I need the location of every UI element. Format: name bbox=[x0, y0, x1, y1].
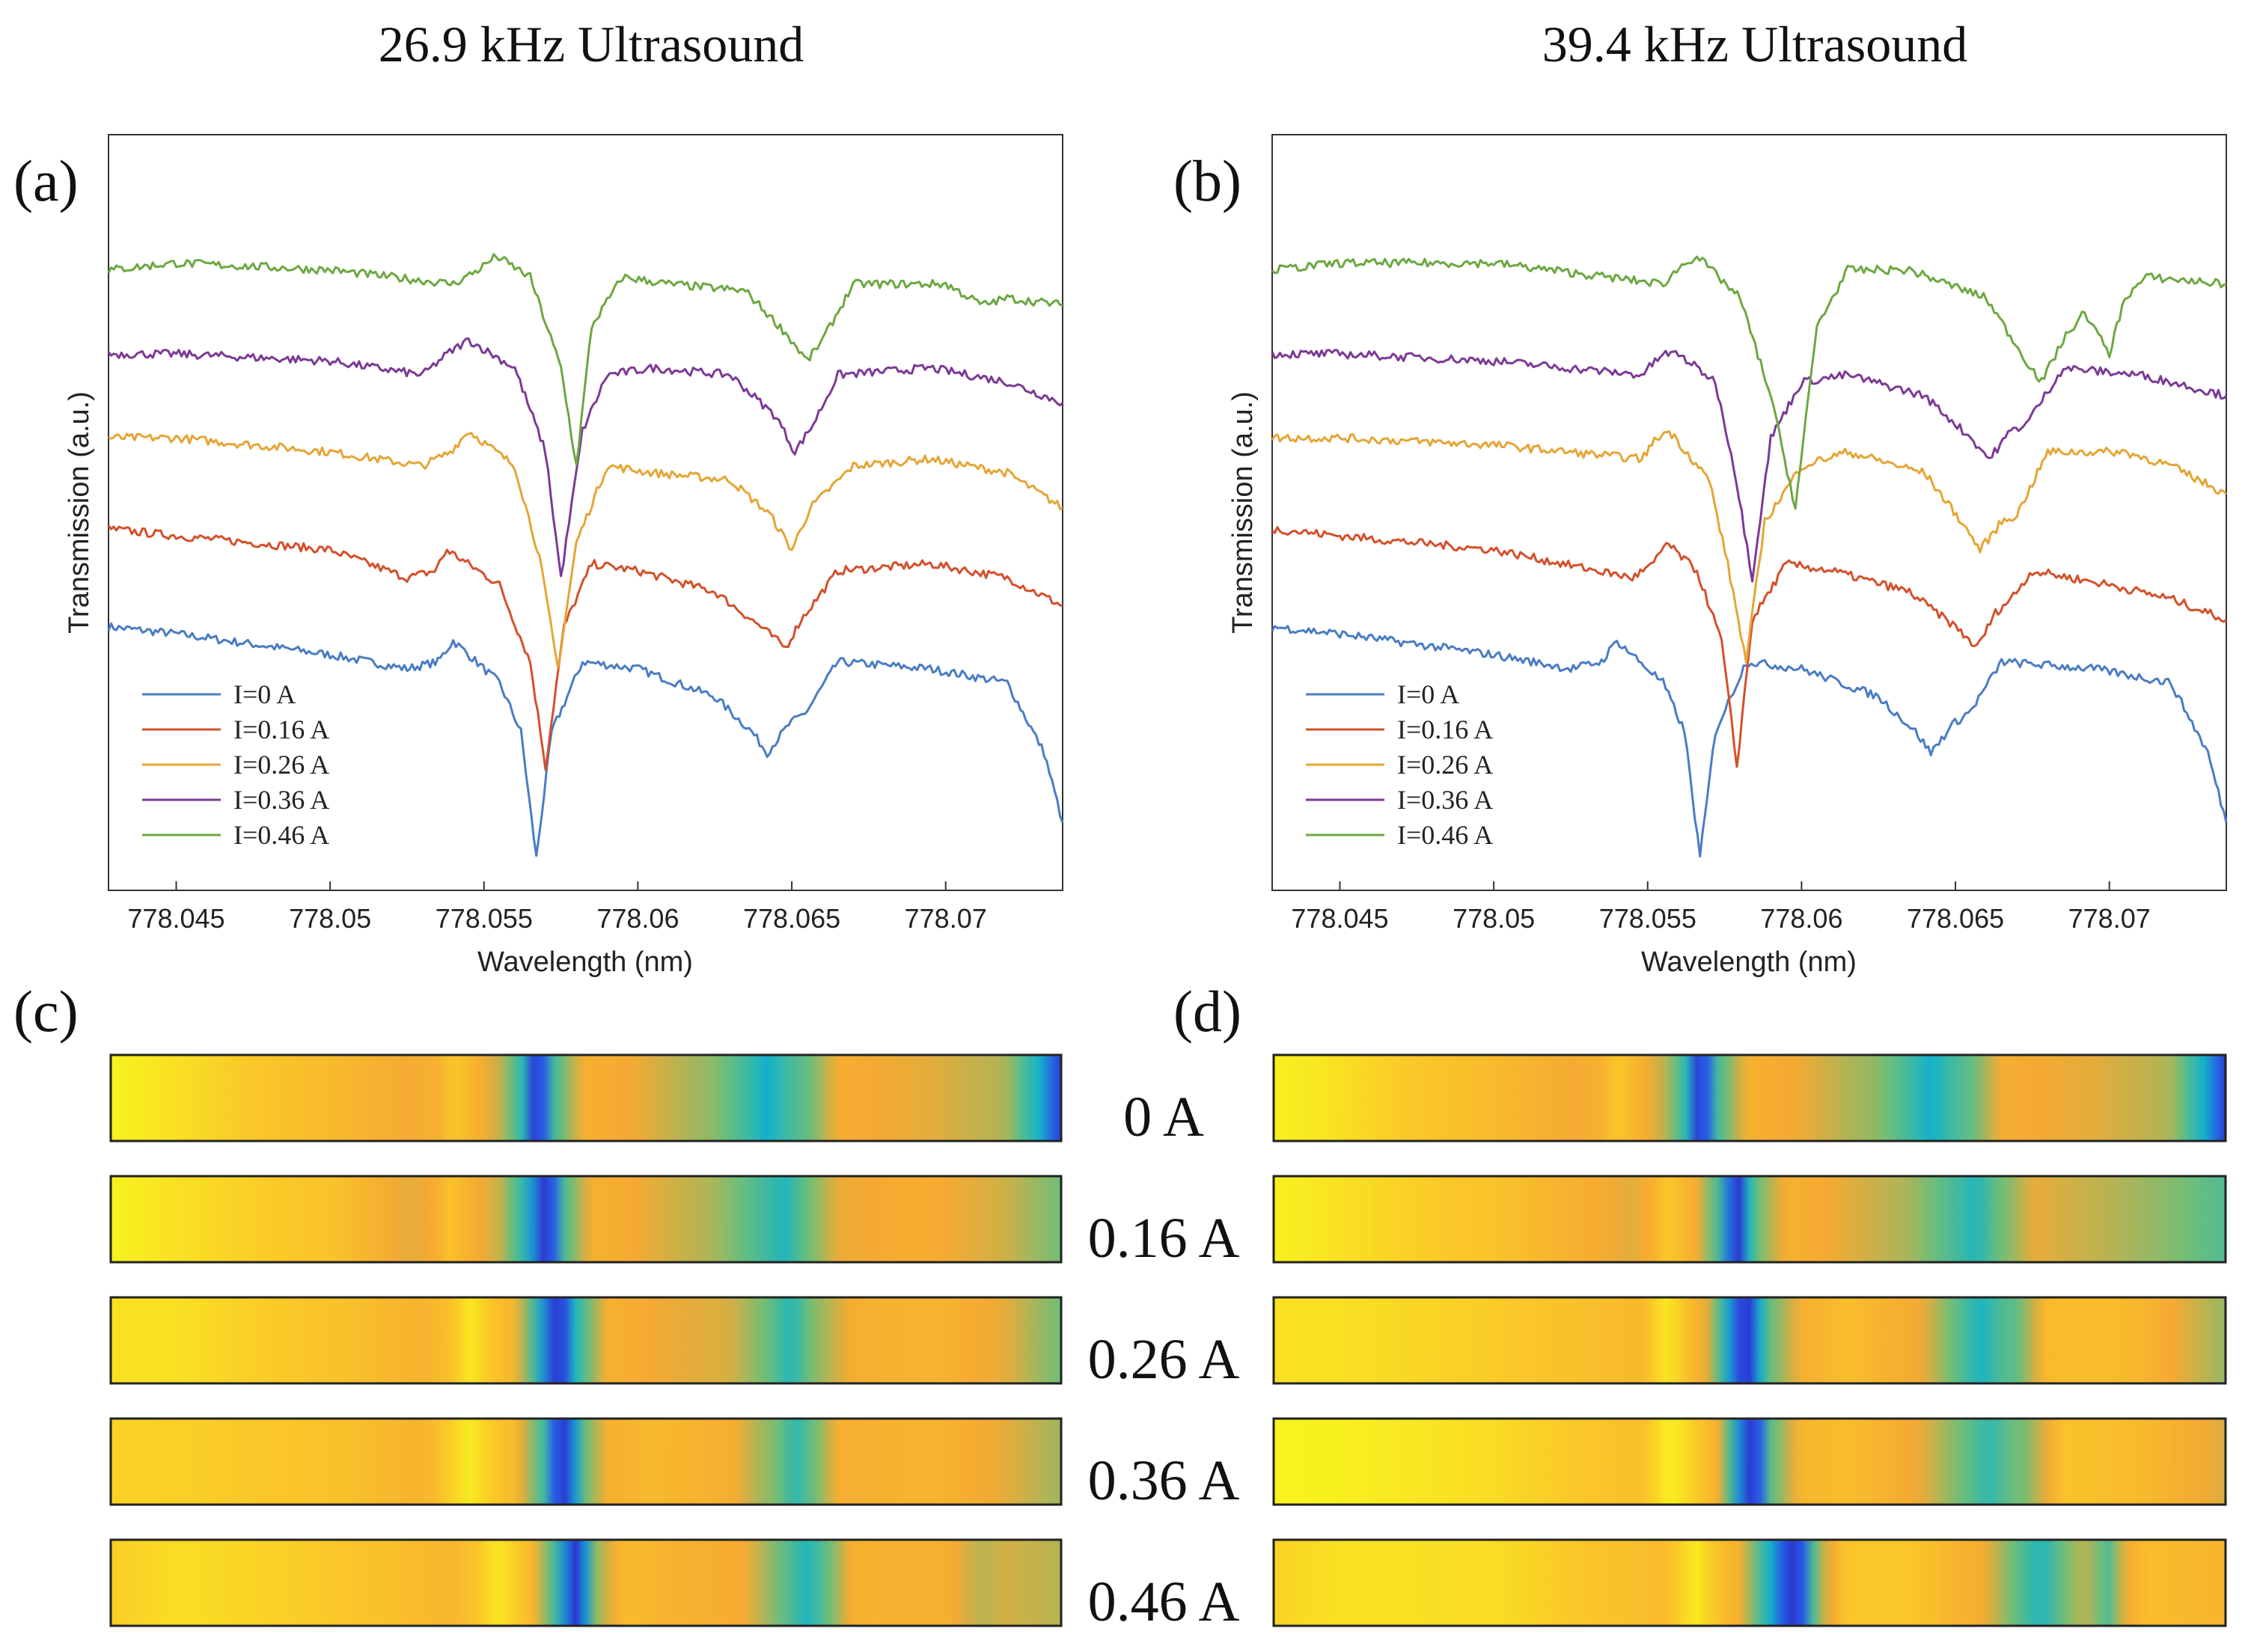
heatmap-strip-c-1 bbox=[109, 1175, 1063, 1264]
series-line-a-1 bbox=[107, 524, 1063, 771]
heatmap-panel-c bbox=[109, 1053, 1063, 1627]
series-line-a-4 bbox=[107, 253, 1063, 466]
series-line-b-4 bbox=[1271, 255, 2227, 510]
panel-label-b: (b) bbox=[1173, 148, 1241, 213]
x-axis-label-b: Wavelength (nm) bbox=[1641, 946, 1857, 978]
legend-label-b-0: I=0 A bbox=[1397, 679, 1459, 709]
panel-label-c: (c) bbox=[13, 979, 79, 1044]
series-line-b-2 bbox=[1271, 430, 2228, 664]
heatmap-strip-c-2 bbox=[109, 1296, 1063, 1385]
series-line-b-0 bbox=[1271, 625, 2228, 858]
bar-labels: 0 A 0.16 A 0.26 A 0.36 A 0.46 A bbox=[1088, 1086, 1240, 1633]
legend-label-b-4: I=0.46 A bbox=[1397, 820, 1493, 850]
series-group-b bbox=[1271, 255, 2228, 858]
legend-label-a-1: I=0.16 A bbox=[233, 715, 329, 744]
heatmap-strip-c-4 bbox=[109, 1538, 1063, 1627]
y-axis-label-a: Transmission (a.u.) bbox=[64, 391, 95, 634]
series-line-a-3 bbox=[107, 337, 1063, 578]
legend-label-a-2: I=0.26 A bbox=[233, 750, 329, 780]
series-line-a-2 bbox=[108, 432, 1063, 669]
y-axis-label-b: Transmission (a.u.) bbox=[1227, 391, 1259, 634]
chart-panel-b: 778.045 778.05 778.055 778.06 778.065 778.07 … bbox=[1227, 134, 2228, 978]
bar-label-3: 0.36 A bbox=[1088, 1449, 1240, 1512]
heatmap-strip-d-0 bbox=[1272, 1053, 2227, 1142]
column-title-right: 39.4 kHz Ultrasound bbox=[1542, 16, 1967, 73]
legend-b: I=0 A I=0.16 A I=0.26 A I=0.36 A I=0.46 A bbox=[1306, 679, 1493, 850]
legend-label-a-4: I=0.46 A bbox=[233, 820, 329, 850]
heatmap-panel-d bbox=[1272, 1053, 2227, 1627]
legend-a: I=0 A I=0.16 A I=0.26 A I=0.36 A I=0.46 A bbox=[142, 679, 329, 850]
x-tick-label-a-5: 778.07 bbox=[905, 903, 987, 934]
heatmap-strip-d-3 bbox=[1272, 1417, 2227, 1506]
legend-label-b-3: I=0.36 A bbox=[1397, 785, 1493, 815]
x-tick-label-b-3: 778.06 bbox=[1760, 903, 1842, 934]
legend-label-a-0: I=0 A bbox=[233, 679, 296, 709]
bar-label-4: 0.46 A bbox=[1088, 1570, 1240, 1633]
heatmap-strip-d-2 bbox=[1272, 1296, 2227, 1385]
x-tick-label-b-5: 778.07 bbox=[2068, 903, 2151, 934]
bar-label-1: 0.16 A bbox=[1088, 1207, 1240, 1270]
series-line-b-3 bbox=[1271, 349, 2227, 583]
heatmap-strip-d-1 bbox=[1272, 1175, 2227, 1264]
x-tick-label-b-2: 778.055 bbox=[1599, 903, 1696, 934]
series-line-a-0 bbox=[107, 622, 1064, 857]
legend-label-a-3: I=0.36 A bbox=[233, 785, 329, 815]
series-group-a bbox=[107, 253, 1064, 857]
x-ticks-b: 778.045 778.05 778.055 778.06 778.065 778.07 bbox=[1291, 881, 2151, 934]
chart-panel-a: 778.045 778.05 778.055 778.06 778.065 778.07 … bbox=[64, 134, 1064, 978]
x-axis-label-a: Wavelength (nm) bbox=[477, 946, 693, 978]
legend-label-b-2: I=0.26 A bbox=[1397, 750, 1493, 780]
x-tick-label-b-4: 778.065 bbox=[1907, 903, 2004, 934]
heatmap-strip-d-4 bbox=[1272, 1538, 2227, 1627]
x-tick-label-a-2: 778.055 bbox=[436, 903, 533, 934]
column-title-left: 26.9 kHz Ultrasound bbox=[379, 16, 804, 73]
heatmap-strip-c-3 bbox=[109, 1417, 1063, 1506]
plot-frame-b bbox=[1271, 134, 2227, 891]
legend-label-b-1: I=0.16 A bbox=[1397, 715, 1493, 744]
x-tick-label-a-0: 778.045 bbox=[127, 903, 224, 934]
x-tick-label-a-4: 778.065 bbox=[743, 903, 840, 934]
x-ticks-a: 778.045 778.05 778.055 778.06 778.065 778.07 bbox=[127, 881, 987, 934]
heatmap-strip-c-0 bbox=[109, 1053, 1063, 1142]
panel-label-d: (d) bbox=[1173, 979, 1241, 1044]
panel-label-a: (a) bbox=[13, 148, 79, 213]
x-tick-label-b-1: 778.05 bbox=[1453, 903, 1535, 934]
x-tick-label-b-0: 778.045 bbox=[1291, 903, 1388, 934]
series-line-b-1 bbox=[1271, 526, 2227, 768]
x-tick-label-a-3: 778.06 bbox=[596, 903, 679, 934]
plot-frame-a bbox=[108, 134, 1063, 891]
bar-label-2: 0.26 A bbox=[1088, 1328, 1240, 1391]
x-tick-label-a-1: 778.05 bbox=[289, 903, 371, 934]
bar-label-0: 0 A bbox=[1123, 1086, 1204, 1148]
